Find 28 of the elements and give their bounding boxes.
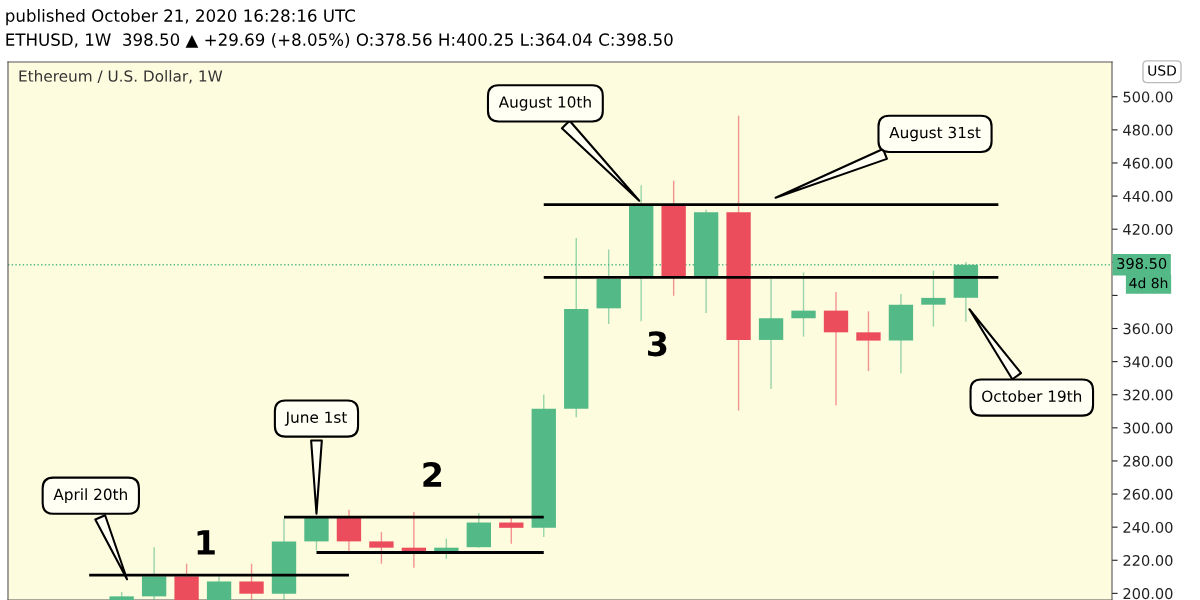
y-tick-label: 320.00 bbox=[1123, 389, 1173, 401]
y-tick-label: 480.00 bbox=[1123, 124, 1173, 136]
y-tick-label: 500.00 bbox=[1123, 91, 1173, 103]
y-tick-label: 340.00 bbox=[1123, 356, 1173, 368]
annotation: Ethereum / U.S. Dollar, 1W bbox=[19, 70, 223, 84]
y-tick-label: 260.00 bbox=[1123, 488, 1173, 500]
y-tick-label: 220.00 bbox=[1123, 554, 1173, 567]
y-tick-label: 240.00 bbox=[1123, 521, 1173, 533]
y-tick-label: 280.00 bbox=[1123, 455, 1173, 467]
y-tick-label: 360.00 bbox=[1123, 323, 1173, 335]
chart-subtitle: ETHUSD, 1W 398.50 ▲ +29.69 (+8.05%) O:378.56 H:400.25 L:364.04 C:398.50 bbox=[6, 33, 673, 48]
y-tick-label: 200.00 bbox=[1123, 588, 1173, 600]
text: 4d 8h bbox=[1129, 277, 1168, 289]
annotation: 2 bbox=[423, 461, 442, 487]
y-tick-label: 460.00 bbox=[1123, 157, 1173, 169]
annotation: April 20th bbox=[53, 488, 127, 504]
annotation: August 31st bbox=[889, 126, 981, 142]
y-tick-label: 440.00 bbox=[1123, 190, 1173, 202]
chart-title: published October 21, 2020 16:28:16 UTC bbox=[6, 9, 355, 26]
text: USD bbox=[1148, 65, 1177, 76]
annotation: October 19th bbox=[982, 390, 1082, 402]
y-tick-label: 300.00 bbox=[1123, 422, 1173, 434]
annotation: June 1st bbox=[284, 411, 347, 426]
ref-line-label: 398.50 bbox=[1117, 257, 1167, 270]
annotation: 3 bbox=[648, 331, 667, 357]
y-tick-label: 420.00 bbox=[1123, 223, 1173, 235]
annotation: August 10th bbox=[498, 95, 591, 111]
annotation: 1 bbox=[197, 530, 215, 555]
